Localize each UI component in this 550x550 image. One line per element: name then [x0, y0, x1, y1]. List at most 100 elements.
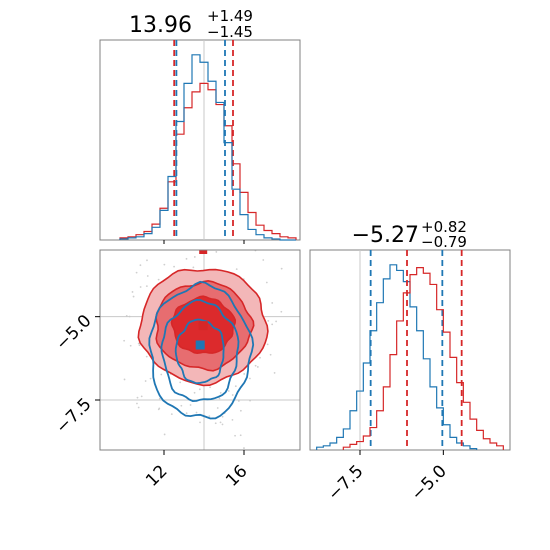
panel-frame-top-left — [99, 39, 301, 241]
scatter-point — [221, 415, 224, 418]
scatter-point — [348, 324, 350, 326]
scatter-point — [234, 385, 237, 388]
scatter-point — [140, 465, 142, 467]
scatter-point — [160, 373, 163, 376]
scatter-point — [209, 386, 212, 389]
y-tick-label: −7.5 — [52, 394, 95, 437]
scatter-point — [136, 402, 138, 405]
title-top-left-plus: +1.49 — [207, 7, 253, 25]
scatter-point — [123, 378, 126, 381]
scatter-point — [140, 395, 143, 398]
panel-top-left-histogram: 13.96 +1.49 −1.45 — [99, 7, 301, 241]
scatter-point — [195, 411, 198, 414]
scatter-point — [146, 259, 148, 262]
scatter-point — [123, 339, 126, 342]
scatter-point — [259, 356, 261, 359]
scatter-point — [182, 460, 184, 462]
scatter-point — [256, 456, 258, 458]
panel-bottom-left-contour: 12 16 −5.0 −7.5 — [17, 199, 350, 502]
scatter-point — [192, 266, 195, 269]
histogram-red-series — [119, 82, 297, 240]
scatter-point — [248, 377, 251, 380]
marker-blue — [195, 340, 205, 350]
red-contour-line — [137, 268, 269, 387]
bottom-right-marks — [316, 250, 504, 450]
scatter-point — [227, 390, 230, 392]
scatter-point — [169, 245, 171, 247]
scatter-point — [132, 295, 135, 298]
scatter-point — [180, 404, 183, 407]
scatter-point — [256, 366, 259, 368]
scatter-point — [280, 267, 283, 270]
scatter-point — [239, 434, 242, 437]
x-tick-label: 16 — [222, 461, 251, 490]
scatter-point — [138, 344, 141, 347]
scatter-point — [149, 377, 152, 380]
scatter-point — [193, 256, 196, 258]
scatter-point — [185, 257, 188, 260]
scatter-point — [177, 463, 179, 465]
x-tick-label: −5.0 — [408, 461, 451, 504]
scatter-point — [219, 392, 222, 394]
scatter-point — [146, 275, 149, 277]
marker-red — [198, 321, 208, 331]
scatter-point — [231, 394, 234, 396]
scatter-point — [215, 251, 218, 253]
scatter-point — [163, 433, 166, 436]
scatter-point — [145, 285, 148, 288]
red-contour-line — [155, 279, 255, 372]
scatter-point — [157, 278, 160, 281]
top-left-marks — [119, 40, 297, 241]
scatter-point — [131, 291, 134, 293]
scatter-point — [144, 380, 147, 382]
title-top-left: 13.96 — [129, 13, 192, 38]
scatter-point — [243, 373, 246, 375]
scatter-point — [137, 342, 140, 345]
scatter-point — [158, 397, 161, 400]
scatter-point — [234, 434, 236, 437]
scatter-point — [135, 271, 138, 274]
title-bottom-right-minus: −0.79 — [421, 233, 467, 251]
scatter-point — [137, 406, 140, 409]
x-tick-label: 12 — [142, 461, 171, 490]
scatter-point — [187, 490, 189, 492]
scatter-point — [267, 319, 270, 322]
blue-contour-line — [160, 298, 240, 403]
panel-bottom-right-histogram: −5.27 +0.82 −0.79 — [309, 218, 511, 451]
scatter-point — [269, 353, 272, 356]
red-contour-line — [170, 295, 237, 355]
scatter-point — [160, 237, 162, 239]
scatter-point — [207, 243, 209, 245]
scatter-point — [214, 422, 217, 425]
scatter-point — [275, 320, 278, 323]
scatter-point — [218, 397, 221, 400]
histogram-red-series — [342, 267, 504, 450]
scatter-point — [280, 310, 283, 313]
blue-contour-line — [174, 318, 225, 385]
scatter-point — [17, 275, 19, 277]
scatter-point — [190, 500, 192, 502]
panel-frame-bottom-right — [309, 249, 511, 451]
scatter-point — [157, 408, 160, 411]
scatter-point — [163, 263, 166, 266]
scatter-point — [235, 268, 238, 270]
scatter-point — [262, 259, 265, 261]
title-bottom-right-plus: +0.82 — [421, 218, 467, 236]
scatter-point — [256, 199, 258, 201]
scatter-point — [273, 372, 276, 374]
scatter-point — [139, 286, 142, 288]
scatter-point — [243, 447, 245, 449]
scatter-point — [199, 421, 201, 424]
panel-frame-bottom-left — [99, 249, 301, 451]
blue-contour-line — [148, 280, 255, 420]
scatter-point — [219, 223, 221, 225]
histogram-blue-series — [119, 54, 296, 241]
scatter-point — [216, 407, 219, 409]
scatter-point — [219, 421, 222, 424]
histogram-blue-series — [316, 264, 478, 450]
scatter-point — [185, 412, 188, 415]
title-bottom-right: −5.27 — [352, 223, 419, 248]
scatter-point — [198, 388, 201, 391]
scatter-point — [173, 265, 175, 268]
